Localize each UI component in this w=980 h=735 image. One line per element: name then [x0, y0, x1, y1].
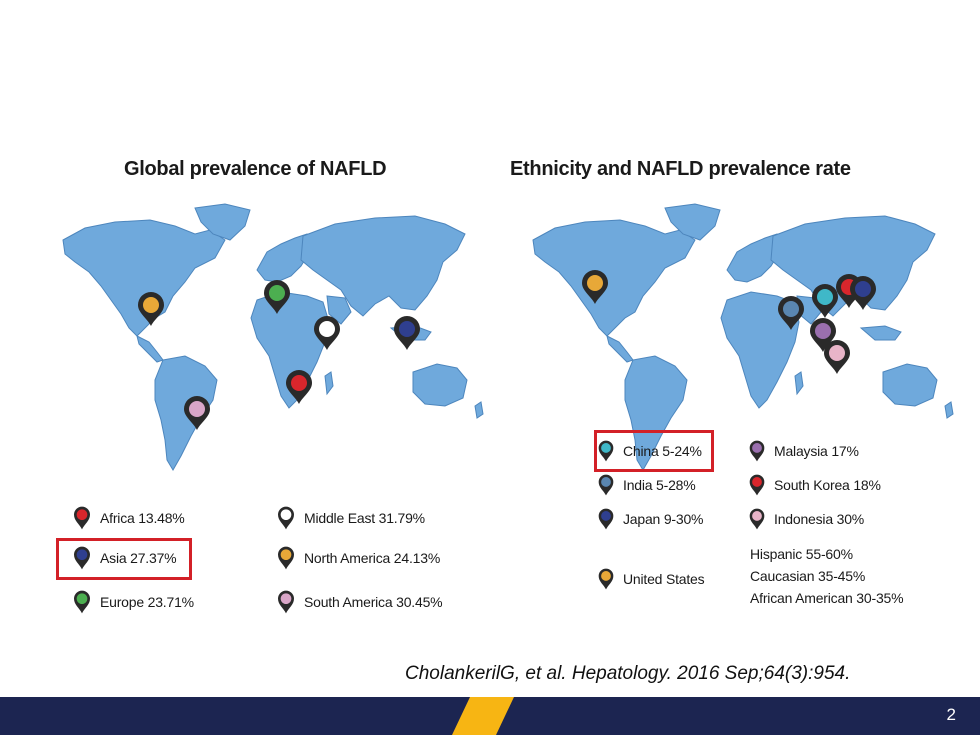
- legend-label: Asia 27.37%: [100, 550, 177, 566]
- legend-item-europe: Europe 23.71%: [72, 590, 194, 614]
- citation: CholankerilG, et al. Hepatology. 2016 Se…: [405, 663, 851, 684]
- legend-item-japan: Japan 9-30%: [597, 508, 704, 530]
- legend-label: United States: [623, 571, 705, 587]
- legend-pin-icon: [278, 546, 294, 570]
- legend-pin-icon: [598, 474, 614, 496]
- legend-pin-icon: [598, 440, 614, 462]
- highlight-box-asia: [56, 538, 192, 580]
- legend-pin-icon: [74, 506, 90, 530]
- legend-pin-icon: [598, 568, 614, 590]
- map-pin-china: [812, 284, 838, 318]
- legend-item-africa: Africa 13.48%: [72, 506, 185, 530]
- legend-item-china: China 5-24%: [597, 440, 702, 462]
- legend-label: Africa 13.48%: [100, 510, 185, 526]
- us-ethnicity-african-american: African American 30-35%: [750, 590, 904, 606]
- legend-pin-icon: [749, 474, 765, 496]
- us-ethnicity-hispanic: Hispanic 55-60%: [750, 546, 853, 562]
- legend-pin-icon: [749, 508, 765, 530]
- legend-label: Malaysia 17%: [774, 443, 859, 459]
- legend-item-asia: Asia 27.37%: [72, 546, 177, 570]
- map-pin-indonesia: [824, 340, 850, 374]
- footer-accent-stripe: [452, 697, 514, 735]
- legend-label: North America 24.13%: [304, 550, 441, 566]
- legend-item-malaysia: Malaysia 17%: [748, 440, 859, 462]
- legend-item-middle-east: Middle East 31.79%: [276, 506, 425, 530]
- legend-label: China 5-24%: [623, 443, 702, 459]
- legend-label: Europe 23.71%: [100, 594, 194, 610]
- legend-item-united-states: United States: [597, 568, 705, 590]
- legend-pin-icon: [74, 590, 90, 614]
- legend-item-south-korea: South Korea 18%: [748, 474, 881, 496]
- legend-item-india: India 5-28%: [597, 474, 696, 496]
- highlight-box-china: [594, 430, 714, 472]
- map-pin-middle-east: [314, 316, 340, 350]
- map-pin-japan: [850, 276, 876, 310]
- world-map-right: [532, 203, 954, 471]
- page-number: 2: [946, 705, 956, 724]
- legend-pin-icon: [278, 506, 294, 530]
- legend-item-south-america: South America 30.45%: [276, 590, 443, 614]
- map-pin-south-america: [184, 396, 210, 430]
- legend-pin-icon: [278, 590, 294, 614]
- map-pin-north-america: [138, 292, 164, 326]
- map-pin-malaysia: [810, 318, 836, 352]
- legend-label: South America 30.45%: [304, 594, 443, 610]
- legend-item-indonesia: Indonesia 30%: [748, 508, 864, 530]
- world-map-left: [62, 203, 484, 471]
- legend-label: Indonesia 30%: [774, 511, 865, 527]
- map-pin-united-states: [582, 270, 608, 304]
- legend-item-north-america: North America 24.13%: [276, 546, 440, 570]
- map-pin-africa: [286, 370, 312, 404]
- legend-label: Japan 9-30%: [623, 511, 704, 527]
- legend-pin-icon: [74, 546, 90, 570]
- legend-pin-icon: [598, 508, 614, 530]
- map-pin-india: [778, 296, 804, 330]
- map-pin-asia: [394, 316, 420, 350]
- legend-label: South Korea 18%: [774, 477, 881, 493]
- right-map-title: Ethnicity and NAFLD prevalence rate: [510, 158, 851, 180]
- legend-label: India 5-28%: [623, 477, 696, 493]
- footer-bar: 2: [0, 697, 980, 735]
- left-map-title: Global prevalence of NAFLD: [124, 158, 387, 180]
- legend-label: Middle East 31.79%: [304, 510, 425, 526]
- legend-pin-icon: [749, 440, 765, 462]
- map-pin-europe: [264, 280, 290, 314]
- us-ethnicity-caucasian: Caucasian 35-45%: [750, 568, 866, 584]
